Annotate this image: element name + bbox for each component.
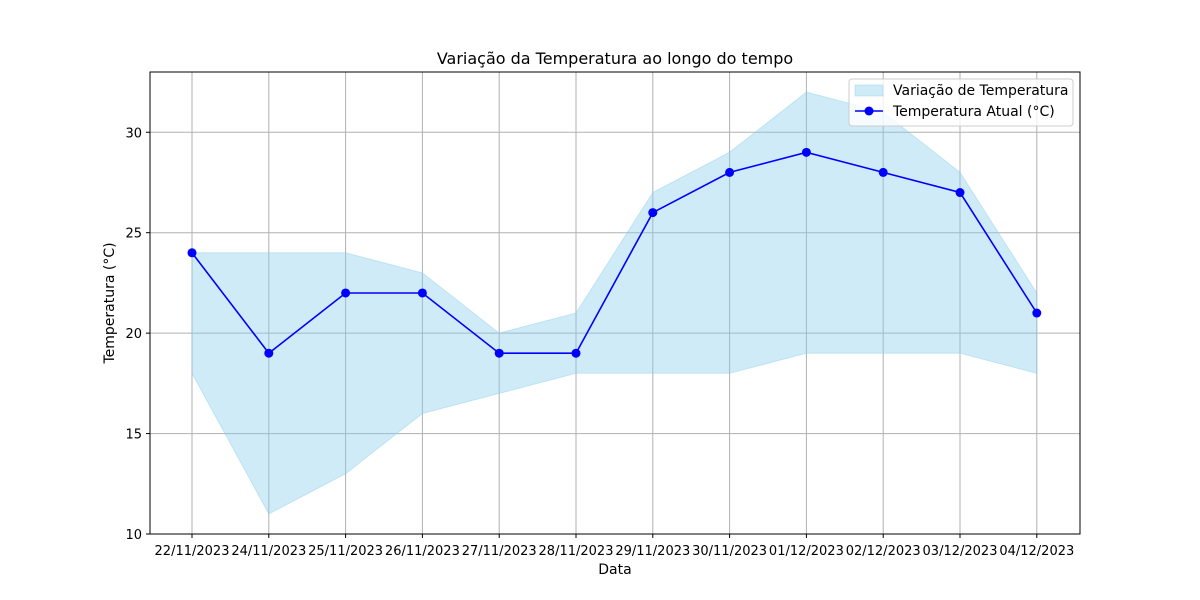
temperature-range-band: [191, 91, 1038, 515]
x-axis-label: Data: [598, 562, 631, 578]
y-tick-label: 20: [125, 327, 142, 342]
x-tick-label: 29/11/2023: [615, 544, 690, 559]
data-point-marker: [955, 188, 965, 198]
y-axis-label: Temperatura (°C): [102, 242, 118, 364]
chart-title: Variação da Temperatura ao longo do temp…: [437, 49, 793, 68]
current-temperature-markers: [187, 147, 1042, 358]
legend-marker-swatch: [864, 106, 874, 116]
data-point-marker: [187, 248, 197, 258]
legend-box: [848, 78, 1074, 127]
data-point-marker: [648, 208, 658, 218]
x-tick-label: 02/12/2023: [846, 544, 921, 559]
data-point-marker: [801, 147, 811, 157]
x-tick-label: 30/11/2023: [692, 544, 767, 559]
y-tick-label: 15: [125, 428, 142, 443]
data-point-marker: [571, 348, 581, 358]
y-tick-label: 30: [125, 126, 142, 141]
legend-band-swatch: [854, 84, 884, 97]
x-tick-label: 01/12/2023: [769, 544, 844, 559]
x-tick-label: 28/11/2023: [539, 544, 614, 559]
data-point-marker: [341, 288, 351, 298]
y-tick-label: 10: [125, 528, 142, 543]
legend-band-label: Variação de Temperatura: [893, 83, 1069, 99]
plot-frame: [149, 71, 1081, 535]
x-tick-label: 22/11/2023: [155, 544, 230, 559]
x-tick-label: 25/11/2023: [308, 544, 383, 559]
data-point-marker: [264, 348, 274, 358]
data-point-marker: [878, 167, 888, 177]
x-tick-label: 26/11/2023: [385, 544, 460, 559]
x-axis-ticks: 22/11/2023 24/11/2023 25/11/2023 26/11/2023…: [155, 534, 1074, 559]
data-point-marker: [417, 288, 427, 298]
data-point-marker: [494, 348, 504, 358]
y-axis-ticks: 10 15 20 25 30: [125, 126, 150, 543]
current-temperature-line: [191, 151, 1038, 355]
legend: Variação de Temperatura Temperatura Atua…: [848, 78, 1074, 127]
data-point-marker: [725, 167, 735, 177]
x-tick-label: 24/11/2023: [231, 544, 306, 559]
data-point-marker: [1032, 308, 1042, 318]
x-tick-label: 27/11/2023: [462, 544, 537, 559]
x-tick-label: 04/12/2023: [999, 544, 1074, 559]
x-tick-label: 03/12/2023: [923, 544, 998, 559]
legend-line-label: Temperatura Atual (°C): [892, 104, 1055, 120]
y-tick-label: 25: [125, 227, 142, 242]
